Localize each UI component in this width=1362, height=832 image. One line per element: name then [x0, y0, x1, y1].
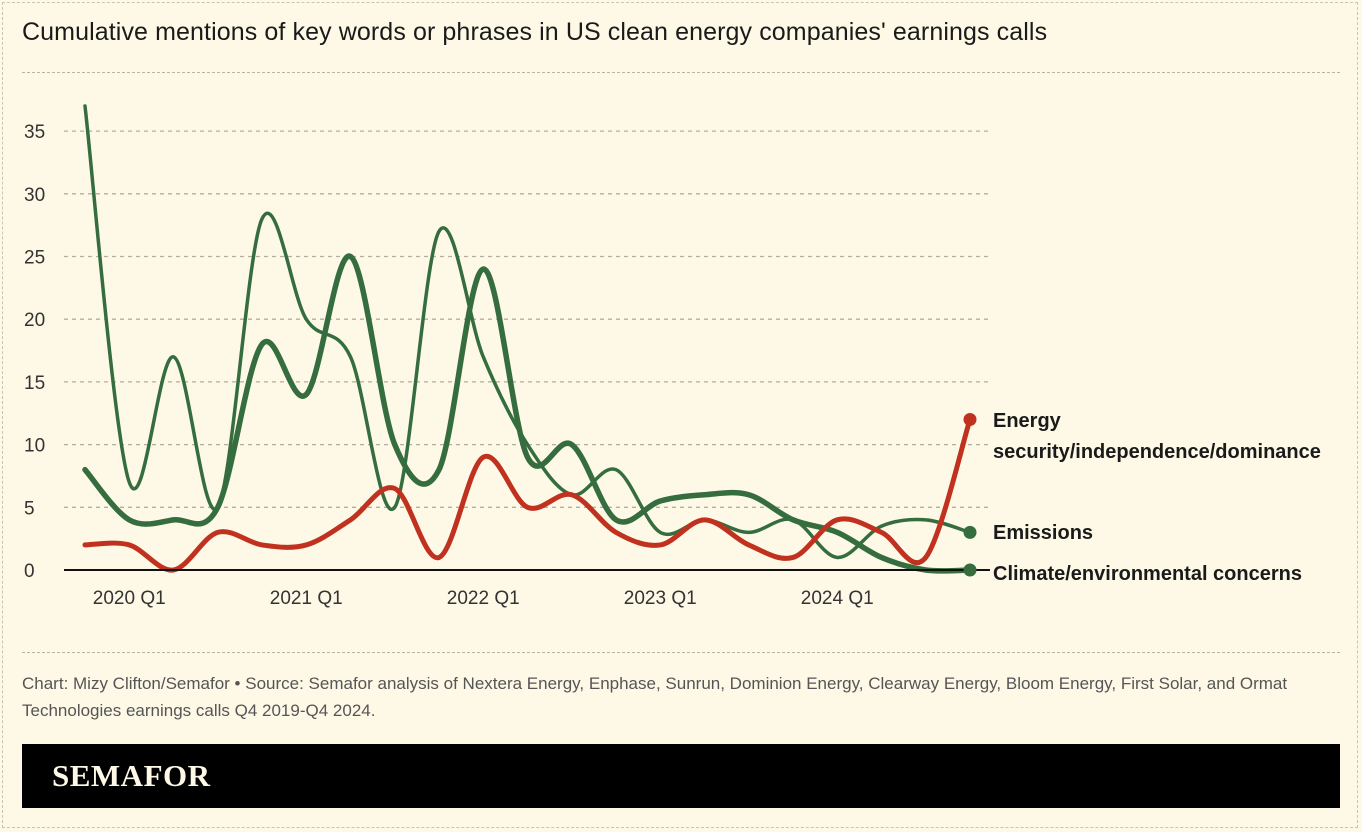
y-tick-label: 15 [24, 373, 45, 394]
series-end-marker [963, 563, 977, 577]
line-chart: 0 5 10 15 20 25 30 35 2020 Q1 2021 Q1 2022 Q1 2023 … [24, 104, 1321, 609]
y-tick-label: 25 [24, 248, 45, 269]
series-label: security/independence/dominance [993, 441, 1321, 463]
title-divider [22, 72, 1340, 73]
x-tick-label: 2024 Q1 [801, 588, 874, 609]
brand-bar: SEMAFOR [22, 744, 1340, 808]
y-tick-label: 35 [24, 122, 45, 143]
series-line-2 [82, 253, 973, 574]
y-tick-label: 20 [24, 310, 45, 331]
y-tick-label: 0 [24, 561, 35, 582]
source-note: Chart: Mizy Clifton/Semafor • Source: Se… [22, 674, 1288, 720]
y-tick-label: 10 [24, 436, 45, 457]
semafor-logo: SEMAFOR [52, 758, 211, 793]
x-tick-label: 2022 Q1 [447, 588, 520, 609]
y-tick-label: 5 [24, 498, 35, 519]
series-label: Emissions [993, 522, 1093, 544]
series-label: Climate/environmental concerns [993, 563, 1302, 585]
y-tick-label: 30 [24, 185, 45, 206]
series-line-0 [82, 417, 973, 573]
x-tick-label: 2021 Q1 [270, 588, 343, 609]
series-end-marker [963, 413, 977, 427]
footer-divider [22, 652, 1340, 653]
series-label: Energy [993, 410, 1062, 432]
chart-title: Cumulative mentions of key words or phra… [22, 18, 1048, 46]
series-end-marker [963, 525, 977, 539]
x-tick-label: 2020 Q1 [93, 588, 166, 609]
x-tick-label: 2023 Q1 [624, 588, 697, 609]
series-line-1 [83, 104, 972, 560]
